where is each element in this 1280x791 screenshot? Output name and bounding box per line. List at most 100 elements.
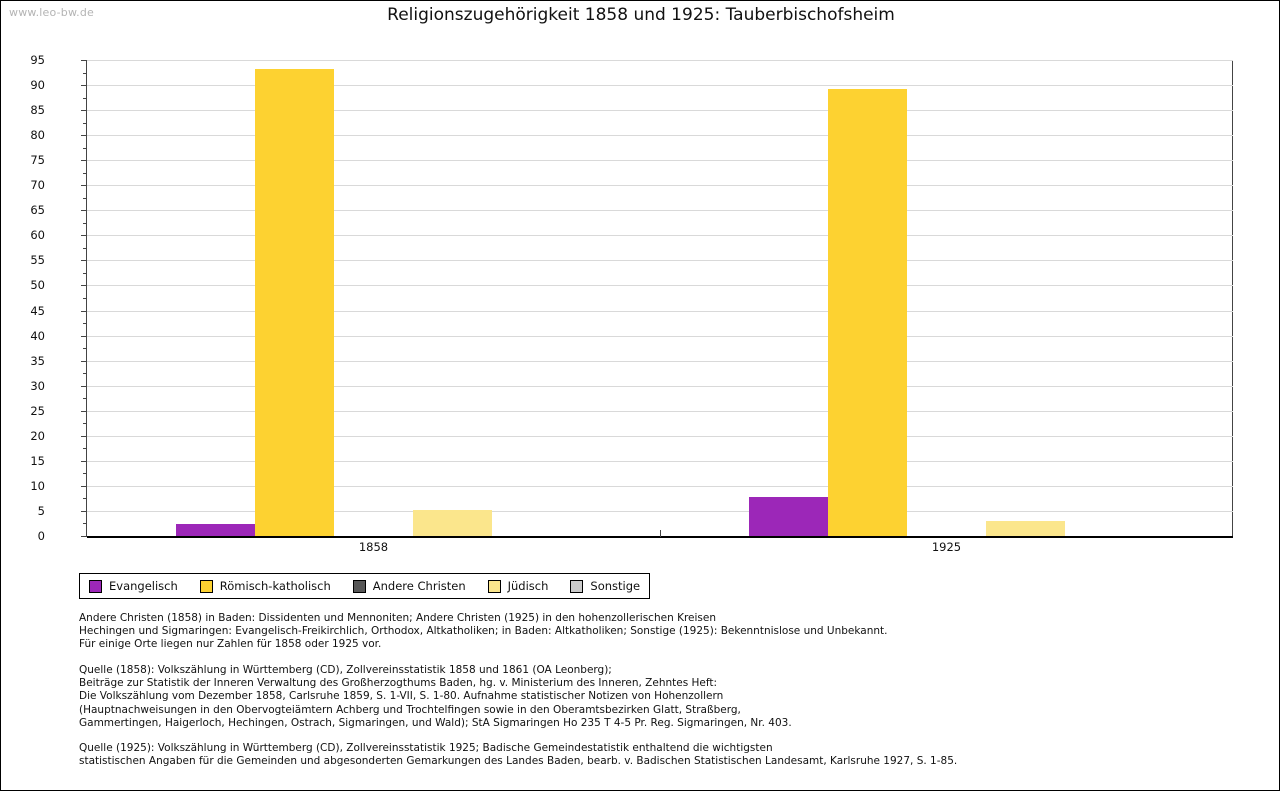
y-axis-tick-label: 80 — [30, 128, 45, 143]
right-axis-line — [1232, 60, 1233, 537]
legend-item-sonstige[interactable]: Sonstige — [570, 579, 640, 593]
y-axis-minor-tick — [83, 97, 87, 99]
footnote-line: (Hauptnachweisungen in den Obervogteiämt… — [79, 703, 741, 716]
y-axis-tick-label: 55 — [30, 253, 45, 268]
y-axis-tick — [81, 210, 87, 212]
y-axis-tick-label: 65 — [30, 203, 45, 218]
y-axis-tick-label: 20 — [30, 428, 45, 443]
bar-1858-jüdisch — [413, 510, 492, 536]
y-axis-tick — [81, 536, 87, 537]
gridline — [87, 85, 1233, 87]
x-axis-label-1858: 1858 — [358, 540, 389, 554]
y-axis-tick-label: 95 — [30, 53, 45, 67]
gridline — [87, 285, 1233, 287]
y-axis-minor-tick — [83, 122, 87, 124]
y-axis-tick — [81, 435, 87, 437]
chart-legend: Evangelisch Römisch-katholisch Andere Chri… — [79, 573, 651, 599]
y-axis-minor-tick — [83, 72, 87, 74]
gridline — [87, 235, 1233, 237]
gridline — [87, 485, 1233, 487]
y-axis-minor-tick — [83, 348, 87, 350]
footnote-line: Gammertingen, Haigerloch, Hechingen, Ost… — [79, 716, 792, 729]
y-axis-minor-tick — [83, 498, 87, 500]
footnote-line: Quelle (1925): Volkszählung in Württembe… — [79, 742, 773, 754]
site-watermark: www.leo-bw.de — [9, 6, 95, 19]
y-axis-tick-label: 70 — [30, 178, 45, 193]
gridline — [87, 510, 1233, 512]
y-axis-tick — [81, 485, 87, 487]
y-axis-tick — [81, 460, 87, 462]
y-axis-minor-tick — [83, 323, 87, 325]
legend-swatch-icon — [89, 579, 102, 593]
y-axis-tick-label: 30 — [30, 378, 45, 393]
y-axis-tick — [81, 510, 87, 512]
footnote-line: Andere Christen (1858) in Baden: Disside… — [79, 612, 716, 624]
y-axis-tick-label: 0 — [37, 529, 45, 543]
y-axis-minor-tick — [83, 197, 87, 199]
legend-label: Jüdisch — [507, 579, 549, 593]
x-axis-line — [87, 536, 1233, 538]
legend-label: Sonstige — [590, 579, 641, 593]
gridline — [87, 260, 1233, 262]
y-axis-tick — [81, 235, 87, 237]
y-axis-minor-tick — [83, 448, 87, 450]
footnote-line: Für einige Orte liegen nur Zahlen für 18… — [79, 638, 382, 651]
gridline — [87, 310, 1233, 312]
plot-area: 0 5 10 15 20 25 30 35 40 45 50 55 60 65 70 75 80 85 90 95 — [30, 53, 1233, 543]
chart-title: Religionszugehörigkeit 1858 und 1925: Ta… — [387, 5, 895, 25]
footnote-line: Hechingen und Sigmaringen: Evangelisch-F… — [79, 625, 888, 638]
y-axis-tick — [81, 135, 87, 137]
legend-item-römisch-katholisch[interactable]: Römisch-katholisch — [199, 579, 331, 593]
legend-item-andere-christen[interactable]: Andere Christen — [352, 579, 466, 593]
bar-1925-jüdisch — [986, 520, 1065, 536]
y-axis-minor-tick — [83, 298, 87, 299]
bar-1858-evangelisch — [176, 524, 255, 536]
y-axis-minor-tick — [83, 423, 87, 425]
y-axis-tick — [81, 185, 87, 187]
y-axis-tick — [81, 260, 87, 262]
legend-label: Andere Christen — [372, 579, 466, 593]
legend-label: Evangelisch — [109, 579, 178, 593]
legend-swatch-icon — [199, 579, 213, 593]
bar-1858-römisch-katholisch — [255, 69, 334, 536]
gridline — [87, 460, 1233, 462]
footnote-block-definitions: Andere Christen (1858) in Baden: Disside… — [79, 612, 887, 652]
y-axis-minor-tick — [83, 147, 87, 149]
y-axis-tick — [81, 310, 87, 312]
y-axis-tick-label: 15 — [30, 453, 45, 468]
y-axis-tick-label: 35 — [30, 353, 45, 368]
footnote-block-source-1925: Quelle (1925): Volkszählung in Württembe… — [79, 742, 957, 768]
legend-swatch-icon — [487, 579, 501, 593]
y-axis-tick-label: 25 — [30, 403, 45, 418]
y-axis-minor-tick — [83, 272, 87, 274]
gridline — [87, 110, 1233, 112]
y-axis-minor-tick — [83, 172, 87, 174]
y-axis-tick — [81, 60, 87, 61]
legend-item-jüdisch[interactable]: Jüdisch — [487, 579, 549, 593]
y-axis-minor-tick — [83, 373, 87, 375]
footnote-line: Die Volkszählung vom Dezember 1858, Carl… — [79, 690, 724, 703]
gridline — [87, 435, 1233, 437]
y-axis-tick-label: 90 — [30, 78, 45, 93]
gridline — [87, 185, 1233, 187]
y-axis-tick — [81, 285, 87, 287]
y-axis-tick-label: 40 — [30, 328, 45, 343]
bar-1925-römisch-katholisch — [828, 88, 907, 536]
legend-item-evangelisch[interactable]: Evangelisch — [89, 579, 178, 593]
x-axis-tick-divider — [660, 530, 661, 537]
legend-swatch-icon — [570, 579, 584, 593]
gridline — [87, 335, 1233, 337]
footnote-line: Beiträge zur Statistik der Inneren Verwa… — [79, 677, 718, 690]
y-axis-minor-tick — [83, 222, 87, 224]
gridline — [87, 210, 1233, 212]
legend-swatch-icon — [352, 579, 366, 593]
y-axis-tick — [81, 335, 87, 337]
legend-label: Römisch-katholisch — [219, 579, 331, 593]
y-axis-minor-tick — [83, 398, 87, 400]
footnote-line: statistischen Angaben für die Gemeinden … — [79, 755, 958, 768]
y-axis-minor-tick — [83, 247, 87, 249]
y-axis-tick-label: 10 — [30, 478, 45, 493]
y-axis-tick — [81, 360, 87, 362]
footnote-block-source-1858: Quelle (1858): Volkszählung in Württembe… — [79, 664, 792, 730]
y-axis-tick — [81, 160, 87, 162]
